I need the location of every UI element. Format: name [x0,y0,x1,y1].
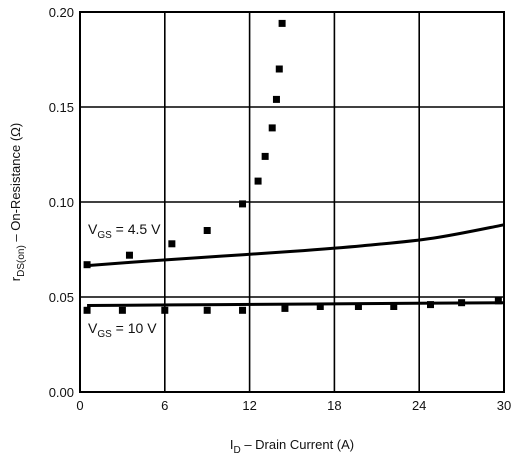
y-axis-ticks: 0.00 0.05 0.10 0.15 0.20 [49,5,74,400]
y-tick-label: 0.15 [49,100,74,115]
marker-series-0 [272,95,280,103]
marker-series-1 [118,306,126,314]
x-tick-label: 24 [412,398,426,413]
y-tick-label: 0.00 [49,385,74,400]
marker-series-1 [390,303,398,310]
x-axis-title: ID – Drain Current (A) [230,437,354,456]
marker-series-1 [354,303,362,310]
markers [83,19,502,314]
marker-series-0 [168,240,176,248]
x-tick-label: 30 [497,398,511,413]
plot-frame [79,11,505,393]
marker-series-0 [261,152,269,160]
marker-series-1 [281,304,289,312]
grid [80,12,504,392]
marker-series-1 [316,303,324,310]
curve-series-1 [87,301,505,308]
marker-series-0 [125,251,133,259]
y-axis-title: rDS(on) – On-Resistance (Ω) [8,123,27,281]
marker-series-1 [427,301,435,309]
series-label-vgs-4-5: VGS = 4.5 V [88,221,161,241]
x-tick-label: 0 [76,398,83,413]
marker-series-1 [161,306,169,314]
x-tick-label: 18 [327,398,341,413]
marker-series-0 [275,65,283,73]
y-tick-label: 0.10 [49,195,74,210]
x-tick-label: 6 [161,398,168,413]
marker-series-1 [494,297,502,305]
marker-series-1 [458,299,466,307]
marker-series-0 [278,19,286,27]
marker-series-0 [254,177,262,185]
marker-series-1 [83,306,91,314]
marker-series-0 [83,261,91,269]
marker-series-0 [203,227,211,234]
marker-series-1 [203,306,211,314]
y-tick-label: 0.20 [49,5,74,20]
marker-series-1 [239,306,247,314]
x-axis-ticks: 0 6 12 18 24 30 [76,398,511,413]
x-tick-label: 12 [242,398,256,413]
curve-series-0 [86,223,505,268]
series-label-vgs-10: VGS = 10 V [88,320,157,340]
marker-series-0 [268,124,276,132]
curves [86,223,505,308]
marker-series-0 [239,200,247,208]
y-tick-label: 0.05 [49,290,74,305]
